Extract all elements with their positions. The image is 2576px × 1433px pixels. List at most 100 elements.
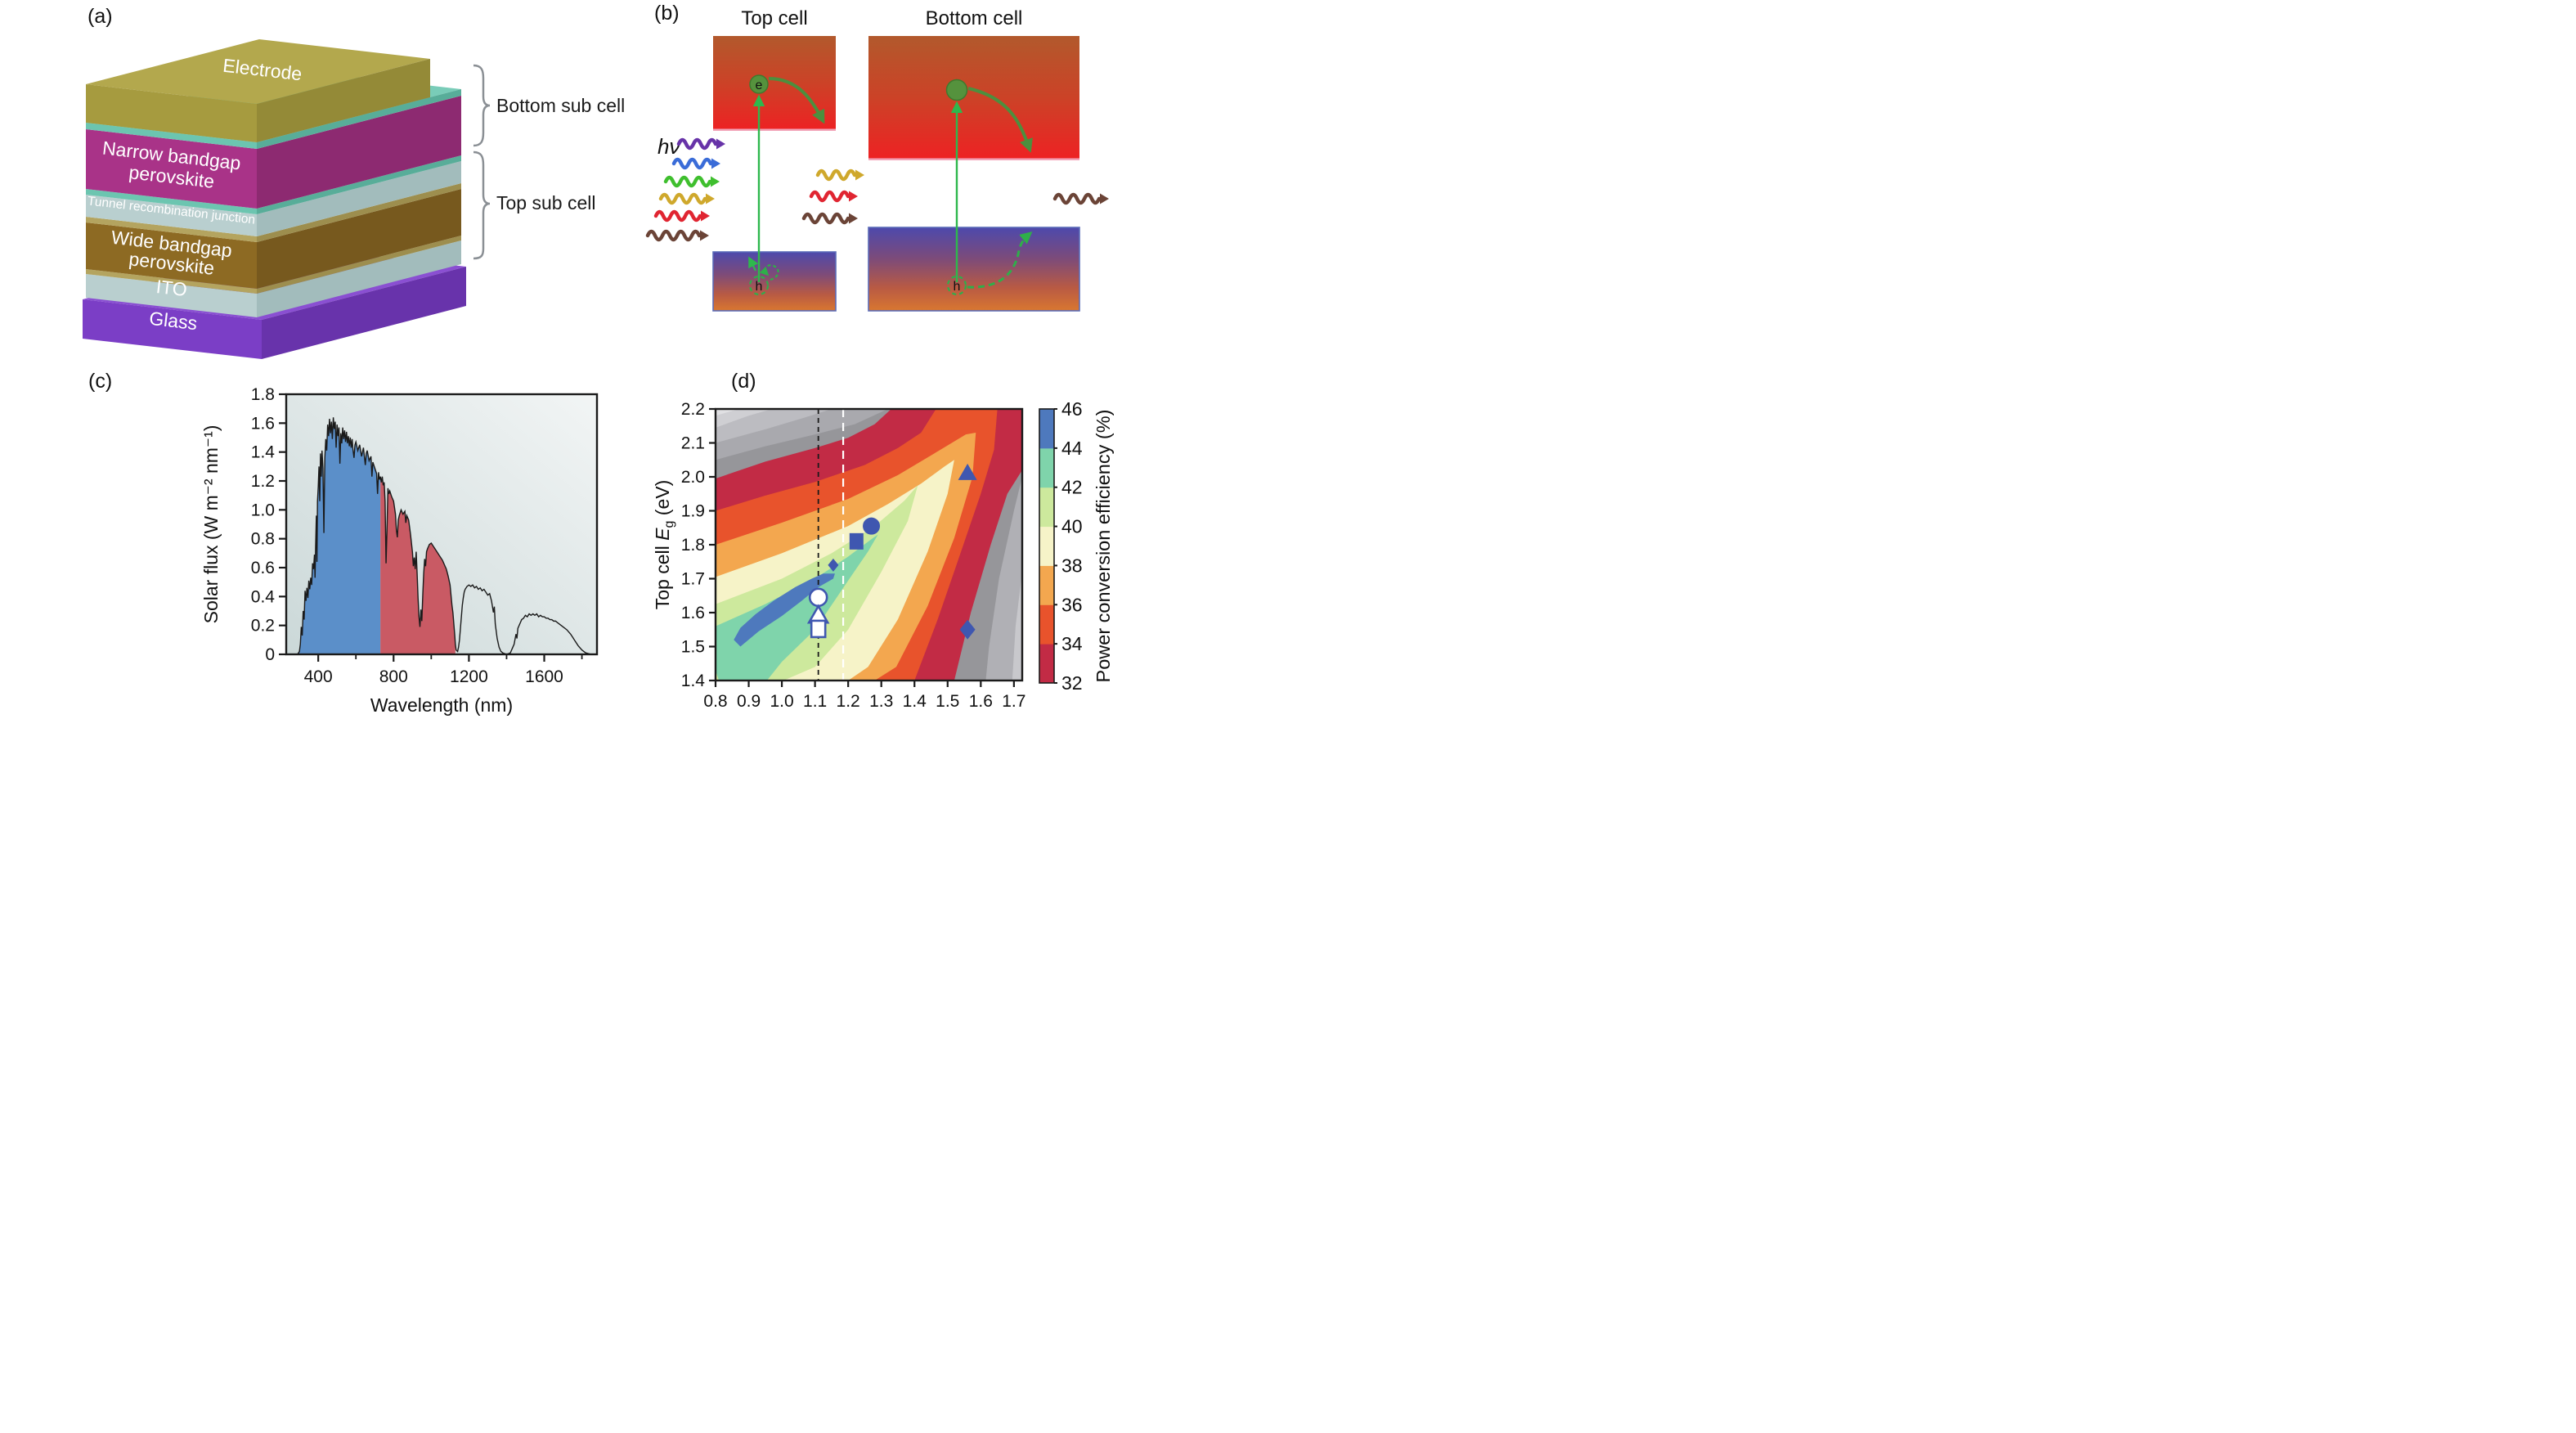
top-sub-cell-label: Top sub cell xyxy=(496,192,595,213)
x-tick-label: 1.3 xyxy=(869,692,893,711)
layer-glass-side xyxy=(262,267,466,359)
x-tick-label: 1600 xyxy=(525,667,563,686)
solar-spectrum-line xyxy=(289,417,592,655)
layer-interlayer1-front xyxy=(86,217,257,242)
contour-field xyxy=(716,409,1022,681)
top-cell-valence-band xyxy=(712,251,837,312)
colorbar-axis-label: Power conversion efficiency (%) xyxy=(1093,410,1114,683)
marker-square-solid xyxy=(849,532,864,550)
y-tick-label: 1.6 xyxy=(251,414,275,433)
bottom-cell-conduction-band xyxy=(868,36,1079,160)
colorbar-tick-label: 32 xyxy=(1061,672,1083,694)
contour-band-pce-42 xyxy=(716,534,878,681)
top-cell-hole-label: h xyxy=(756,280,763,294)
spectrum-plot-border xyxy=(285,393,599,656)
panel-d-efficiency-contour-chart: 0.8 0.9 1.0 1.1 1.2 1.3 1.4 1.5 1.6 1.7 1.4 1.5 1.6 1… xyxy=(652,398,1114,711)
layer-interlayer2-side xyxy=(257,236,461,294)
layer-wide-perovskite-side xyxy=(257,189,461,289)
photon-arrow-left-4 xyxy=(653,209,702,222)
y-axis-label: Top cell Eg (eV) xyxy=(652,480,676,609)
photon-arrow-middle-2-head xyxy=(849,213,858,224)
layer-interlayer1-side xyxy=(257,183,461,242)
panel-a-device-stack: Electrode Narrow bandgap perovskite Tunn… xyxy=(83,39,625,359)
bottom-cell-valence-band xyxy=(868,227,1080,312)
bottom-cell-hole xyxy=(946,275,967,296)
marker-triangle-solid xyxy=(958,463,977,480)
photon-arrow-left-1-head xyxy=(711,158,720,169)
region-bottom-cell-absorption xyxy=(380,476,456,654)
layer-wide-perovskite-front xyxy=(86,222,257,289)
layer-tunnel-junction-side xyxy=(257,161,461,236)
y-tick-label: 1.0 xyxy=(251,501,275,519)
colorbar-tick-label: 44 xyxy=(1061,438,1083,459)
bottom-cell-title: Bottom cell xyxy=(926,7,1023,29)
y-tick-label: 0 xyxy=(265,645,275,664)
y-tick-label: 1.8 xyxy=(681,536,705,555)
colorbar-segment-34 xyxy=(1039,604,1054,645)
colorbar-segment-36 xyxy=(1039,565,1054,605)
photon-label: hν xyxy=(657,134,680,159)
y-tick-label: 1.2 xyxy=(251,472,275,491)
colorbar-segment-40 xyxy=(1039,487,1054,528)
y-tick-label: 0.8 xyxy=(251,530,275,549)
panel-a-letter: (a) xyxy=(88,5,113,28)
layer-transport-mid-front xyxy=(86,189,257,214)
photon-arrow-transmitted-0-head xyxy=(1100,193,1109,204)
y-tick-label: 1.9 xyxy=(681,502,705,521)
colorbar-tick-label: 36 xyxy=(1061,594,1083,615)
top-cell-electron-label: e xyxy=(756,79,763,92)
layer-ito-side xyxy=(257,240,461,317)
photon-arrow-left-3 xyxy=(658,192,707,205)
panel-c-solar-spectrum-chart: 0 0.2 0.4 0.6 0.8 1.0 1.2 1.4 1.6 1.8 400 800 1200 16… xyxy=(200,385,599,716)
colorbar-segment-38 xyxy=(1039,526,1054,566)
panel-c-letter: (c) xyxy=(88,370,113,393)
y-tick-label: 2.1 xyxy=(681,434,705,453)
layer-glass-front xyxy=(83,299,262,359)
panel-b-band-diagram: Top cell Bottom cell e h h hν xyxy=(645,7,1109,312)
y-tick-label: 1.8 xyxy=(251,385,275,404)
y-tick-label: 2.2 xyxy=(681,400,705,419)
x-tick-label: 0.9 xyxy=(737,692,761,711)
y-tick-label: 2.0 xyxy=(681,468,705,487)
photon-arrow-middle-1-head xyxy=(849,191,858,202)
y-tick-label: 0.6 xyxy=(251,559,275,577)
x-axis-label: Wavelength (nm) xyxy=(370,694,513,716)
y-tick-label: 0.4 xyxy=(251,587,276,606)
x-tick-label: 1.2 xyxy=(837,692,860,711)
colorbar-tick-label: 34 xyxy=(1061,633,1083,654)
contour-band-gray-stripe-2 xyxy=(716,409,832,443)
figure-page: (a) (b) (c) (d) xyxy=(0,0,1288,716)
bottom-cell-electron xyxy=(945,79,968,101)
photon-arrow-middle-0-head xyxy=(855,169,864,181)
layer-ito-front xyxy=(86,274,257,317)
contour-band-gray-stripe-right-2 xyxy=(1012,572,1022,681)
contour-band-gray-stripe-3 xyxy=(716,409,772,428)
x-tick-label: 1.7 xyxy=(1002,692,1025,711)
marker-square-open xyxy=(810,619,827,639)
layer-transport-top-side xyxy=(257,89,461,149)
colorbar-tick-label: 40 xyxy=(1061,516,1083,537)
photon-arrow-left-5 xyxy=(645,229,702,242)
photon-arrows xyxy=(645,137,1109,242)
contour-band-pce-44 xyxy=(734,573,835,647)
layer-transport-mid-side xyxy=(257,155,461,214)
marker-circle-open xyxy=(808,587,828,608)
top-cell-electron xyxy=(749,74,769,94)
photon-arrow-left-0-head xyxy=(716,138,725,150)
contour-band-gray-stripe-right-1 xyxy=(985,477,1022,681)
y-axis-label: Solar flux (W m⁻² nm⁻¹) xyxy=(200,425,222,624)
top-cell-electron-path-arrow xyxy=(768,77,825,124)
bottom-sub-cell-label: Bottom sub cell xyxy=(496,95,625,116)
bottom-sub-cell-brace xyxy=(473,64,491,147)
marker-circle-solid xyxy=(863,517,881,535)
colorbar-segment-44 xyxy=(1039,409,1054,449)
panel-d-letter: (d) xyxy=(731,370,756,393)
colorbar-tick-label: 46 xyxy=(1061,398,1083,420)
colorbar-segment-42 xyxy=(1039,447,1054,488)
y-tick-label: 1.5 xyxy=(681,638,705,657)
x-tick-label: 400 xyxy=(304,667,333,686)
photon-arrow-middle-2 xyxy=(801,212,850,225)
photon-arrow-left-2 xyxy=(663,175,712,188)
x-tick-label: 1.5 xyxy=(936,692,959,711)
photon-arrow-middle-0 xyxy=(815,168,857,182)
